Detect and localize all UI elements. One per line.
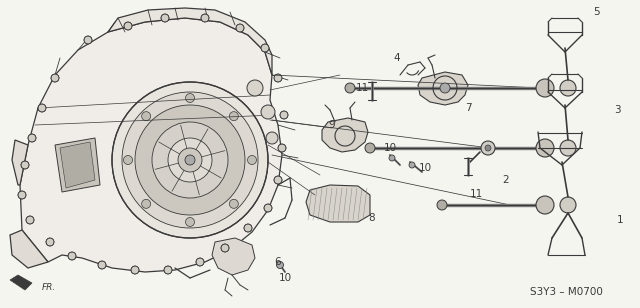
Text: 10: 10 (419, 163, 431, 173)
Circle shape (280, 111, 288, 119)
Polygon shape (108, 8, 272, 75)
Circle shape (186, 94, 195, 103)
Text: 9: 9 (329, 120, 335, 130)
Circle shape (152, 122, 228, 198)
Circle shape (141, 112, 150, 121)
Circle shape (131, 266, 139, 274)
Text: 8: 8 (369, 213, 375, 223)
Circle shape (560, 80, 576, 96)
Polygon shape (10, 275, 32, 290)
Circle shape (274, 74, 282, 82)
Circle shape (21, 161, 29, 169)
Polygon shape (12, 140, 28, 185)
Circle shape (135, 105, 245, 215)
Circle shape (560, 140, 576, 156)
Circle shape (229, 199, 238, 208)
Circle shape (164, 266, 172, 274)
Circle shape (440, 83, 450, 93)
Circle shape (261, 44, 269, 52)
Circle shape (124, 22, 132, 30)
Text: 4: 4 (394, 53, 400, 63)
Text: 5: 5 (594, 7, 600, 17)
Polygon shape (55, 138, 100, 192)
Circle shape (98, 261, 106, 269)
Text: 11: 11 (355, 83, 369, 93)
Circle shape (229, 112, 238, 121)
Circle shape (264, 204, 272, 212)
Circle shape (38, 104, 46, 112)
Circle shape (248, 156, 257, 164)
Circle shape (221, 244, 229, 252)
Circle shape (84, 36, 92, 44)
Circle shape (345, 83, 355, 93)
Circle shape (178, 148, 202, 172)
Circle shape (68, 252, 76, 260)
Circle shape (236, 24, 244, 32)
Circle shape (409, 162, 415, 168)
Text: 6: 6 (275, 257, 282, 267)
Circle shape (389, 155, 395, 161)
Circle shape (536, 196, 554, 214)
Circle shape (161, 14, 169, 22)
Circle shape (201, 14, 209, 22)
Polygon shape (20, 18, 282, 272)
Text: FR.: FR. (42, 282, 56, 291)
Circle shape (247, 80, 263, 96)
Circle shape (122, 92, 258, 228)
Circle shape (51, 74, 59, 82)
Circle shape (485, 145, 491, 151)
Polygon shape (418, 72, 468, 105)
Polygon shape (322, 118, 368, 152)
Text: 2: 2 (502, 175, 509, 185)
Circle shape (536, 79, 554, 97)
Polygon shape (306, 185, 370, 222)
Circle shape (437, 200, 447, 210)
Circle shape (278, 144, 286, 152)
Circle shape (196, 258, 204, 266)
Circle shape (261, 105, 275, 119)
Text: 11: 11 (469, 189, 483, 199)
Circle shape (536, 139, 554, 157)
Circle shape (266, 132, 278, 144)
Circle shape (112, 82, 268, 238)
Text: 1: 1 (617, 215, 623, 225)
Circle shape (28, 134, 36, 142)
Circle shape (185, 155, 195, 165)
Circle shape (560, 197, 576, 213)
Circle shape (18, 191, 26, 199)
Circle shape (141, 199, 150, 208)
Circle shape (274, 176, 282, 184)
Circle shape (481, 141, 495, 155)
Text: S3Y3 – M0700: S3Y3 – M0700 (530, 287, 603, 297)
Circle shape (168, 138, 212, 182)
Circle shape (244, 224, 252, 232)
Circle shape (46, 238, 54, 246)
Circle shape (186, 217, 195, 226)
Text: 10: 10 (383, 143, 397, 153)
Circle shape (365, 143, 375, 153)
Circle shape (124, 156, 132, 164)
Text: 7: 7 (465, 103, 471, 113)
Polygon shape (10, 230, 48, 268)
Polygon shape (212, 238, 255, 275)
Text: 3: 3 (614, 105, 620, 115)
Polygon shape (60, 142, 95, 188)
Circle shape (26, 216, 34, 224)
Circle shape (276, 261, 284, 269)
Text: 10: 10 (278, 273, 292, 283)
